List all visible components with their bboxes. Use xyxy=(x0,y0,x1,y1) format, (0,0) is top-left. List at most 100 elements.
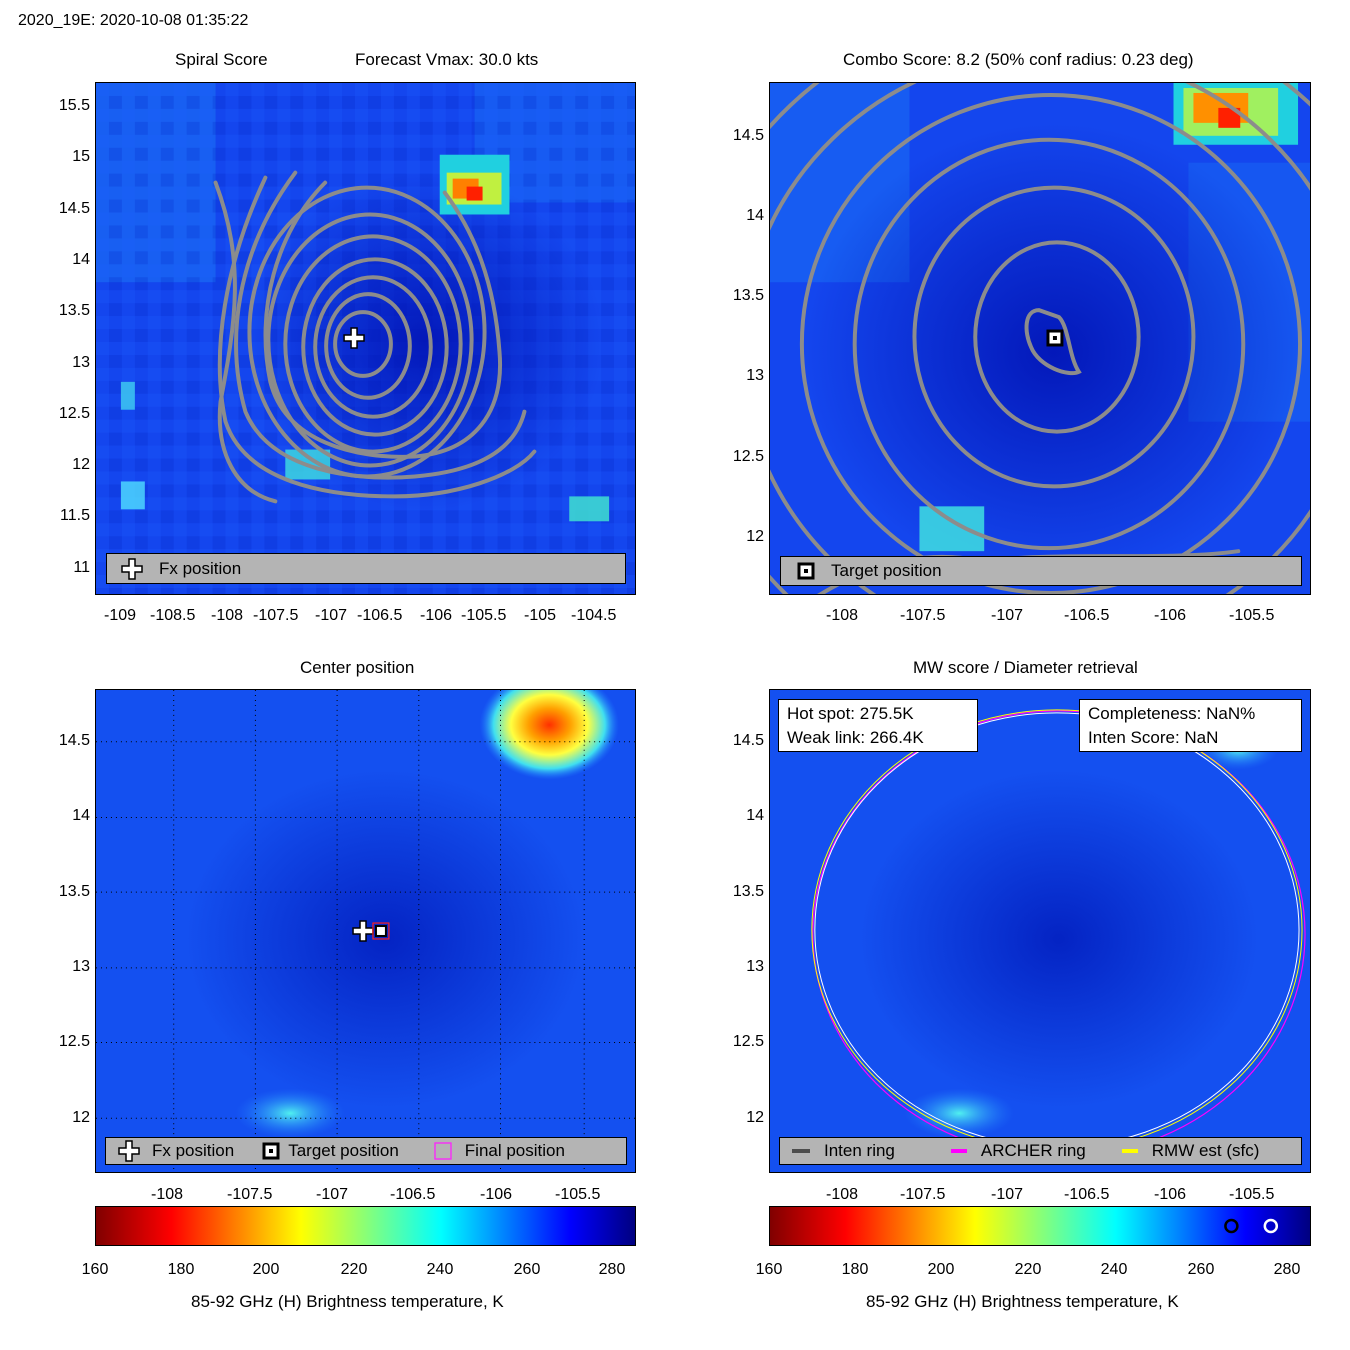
colorbar-right-label: 85-92 GHz (H) Brightness temperature, K xyxy=(866,1292,1179,1311)
cb-tick: 260 xyxy=(513,1261,541,1278)
y-tick: 14 xyxy=(746,807,764,824)
x-tick: -106 xyxy=(1154,1186,1187,1203)
panel1-title-right: Forecast Vmax: 30.0 kts xyxy=(355,50,539,69)
x-tick: -106.5 xyxy=(1064,607,1110,624)
y-tick: 15 xyxy=(72,148,90,165)
panel2-contours xyxy=(770,83,1310,594)
panel4-plot: Hot spot: 275.5K Weak link: 266.4K Compl… xyxy=(769,689,1311,1173)
x-tick: -109 xyxy=(104,607,137,624)
x-tick: -105.5 xyxy=(1229,1186,1275,1203)
target-position-icon xyxy=(262,1142,280,1160)
panel4-legend: Inten ring ARCHER ring RMW est (sfc) xyxy=(779,1137,1302,1165)
cb-tick: 160 xyxy=(755,1261,783,1278)
x-tick: -105.5 xyxy=(461,607,507,624)
x-tick: -105.5 xyxy=(1229,607,1275,624)
panel3-heatmap xyxy=(96,690,635,1172)
x-tick: -107.5 xyxy=(900,607,946,624)
legend-label: Target position xyxy=(831,561,942,580)
panel2-legend: Target position xyxy=(780,556,1302,586)
x-tick: -108 xyxy=(826,1186,859,1203)
x-tick: -106 xyxy=(420,607,453,624)
y-tick: 12.5 xyxy=(58,405,90,422)
x-tick: -107 xyxy=(315,607,348,624)
y-tick: 12 xyxy=(72,1109,90,1126)
weak-link-marker xyxy=(1224,1218,1239,1234)
panel3-title: Center position xyxy=(300,658,415,677)
panel2-plot: Target position xyxy=(769,82,1311,595)
legend-label: Final position xyxy=(464,1141,565,1160)
final-position-icon xyxy=(434,1142,452,1160)
panel1-contours xyxy=(213,170,537,504)
page-title: 2020_19E: 2020-10-08 01:35:22 xyxy=(18,12,249,29)
hot-spot-marker xyxy=(1263,1218,1279,1234)
panel1-plot: Fx position xyxy=(95,82,636,595)
cb-tick: 220 xyxy=(1014,1261,1042,1278)
cb-tick: 220 xyxy=(340,1261,368,1278)
y-tick: 14 xyxy=(746,207,764,224)
y-tick: 14.5 xyxy=(732,127,764,144)
colorbar-right xyxy=(769,1206,1311,1246)
y-tick: 12 xyxy=(72,456,90,473)
panel3-plot: Fx position Target position Final positi… xyxy=(95,689,636,1173)
info-box-right: Completeness: NaN% Inten Score: NaN xyxy=(1079,699,1302,752)
y-tick: 15.5 xyxy=(58,97,90,114)
info-box-left: Hot spot: 275.5K Weak link: 266.4K xyxy=(778,699,978,752)
panel4-title: MW score / Diameter retrieval xyxy=(913,658,1138,677)
cb-tick: 160 xyxy=(81,1261,109,1278)
legend-label: ARCHER ring xyxy=(980,1141,1086,1160)
y-tick: 13.5 xyxy=(58,883,90,900)
cb-tick: 260 xyxy=(1187,1261,1215,1278)
panel1-title-left: Spiral Score xyxy=(175,50,268,69)
panel3-target-marker xyxy=(372,922,390,940)
panel2-title: Combo Score: 8.2 (50% conf radius: 0.23 … xyxy=(843,50,1194,69)
target-position-icon xyxy=(797,562,815,580)
x-tick: -106 xyxy=(1154,607,1187,624)
y-tick: 14.5 xyxy=(58,200,90,217)
legend-label: Fx position xyxy=(152,1141,235,1160)
y-tick: 13.5 xyxy=(732,883,764,900)
panel3-legend: Fx position Target position Final positi… xyxy=(105,1137,627,1165)
y-tick: 13 xyxy=(746,367,764,384)
x-tick: -105.5 xyxy=(555,1186,601,1203)
colorbar-markers xyxy=(1224,1218,1279,1234)
cb-tick: 180 xyxy=(167,1261,195,1278)
x-tick: -107.5 xyxy=(253,607,299,624)
y-tick: 13.5 xyxy=(732,287,764,304)
x-tick: -104.5 xyxy=(571,607,617,624)
y-tick: 12.5 xyxy=(732,448,764,465)
cb-tick: 200 xyxy=(252,1261,280,1278)
y-tick: 12 xyxy=(746,528,764,545)
cb-tick: 280 xyxy=(598,1261,626,1278)
legend-label: Fx position xyxy=(159,558,242,578)
colorbar-left-label: 85-92 GHz (H) Brightness temperature, K xyxy=(191,1292,504,1311)
archer-ring-swatch xyxy=(950,1149,967,1153)
x-tick: -105 xyxy=(524,607,557,624)
x-tick: -106 xyxy=(480,1186,513,1203)
x-tick: -106.5 xyxy=(390,1186,436,1203)
cb-tick: 200 xyxy=(927,1261,955,1278)
x-tick: -108 xyxy=(826,607,859,624)
panel1-fx-marker xyxy=(343,327,365,349)
x-tick: -106.5 xyxy=(357,607,403,624)
hot-spot-text: Hot spot: 275.5K xyxy=(787,704,914,723)
y-tick: 14.5 xyxy=(58,732,90,749)
x-tick: -107 xyxy=(991,1186,1024,1203)
y-tick: 11 xyxy=(73,559,90,576)
y-tick: 11.5 xyxy=(60,507,90,524)
x-tick: -106.5 xyxy=(1064,1186,1110,1203)
y-tick: 13 xyxy=(72,354,90,371)
x-tick: -107.5 xyxy=(227,1186,273,1203)
legend-label: Inten ring xyxy=(824,1141,895,1160)
x-tick: -108.5 xyxy=(150,607,196,624)
panel3-grid xyxy=(96,690,635,1172)
cb-tick: 240 xyxy=(426,1261,454,1278)
y-tick: 12.5 xyxy=(732,1033,764,1050)
panel2-target-marker xyxy=(1046,329,1064,347)
inten-score-text: Inten Score: NaN xyxy=(1088,728,1219,747)
panel2-heatmap xyxy=(770,83,1310,594)
completeness-text: Completeness: NaN% xyxy=(1088,704,1256,723)
panel4-heatmap xyxy=(770,690,1310,1172)
cb-tick: 180 xyxy=(841,1261,869,1278)
y-tick: 13 xyxy=(72,958,90,975)
y-tick: 14 xyxy=(72,807,90,824)
